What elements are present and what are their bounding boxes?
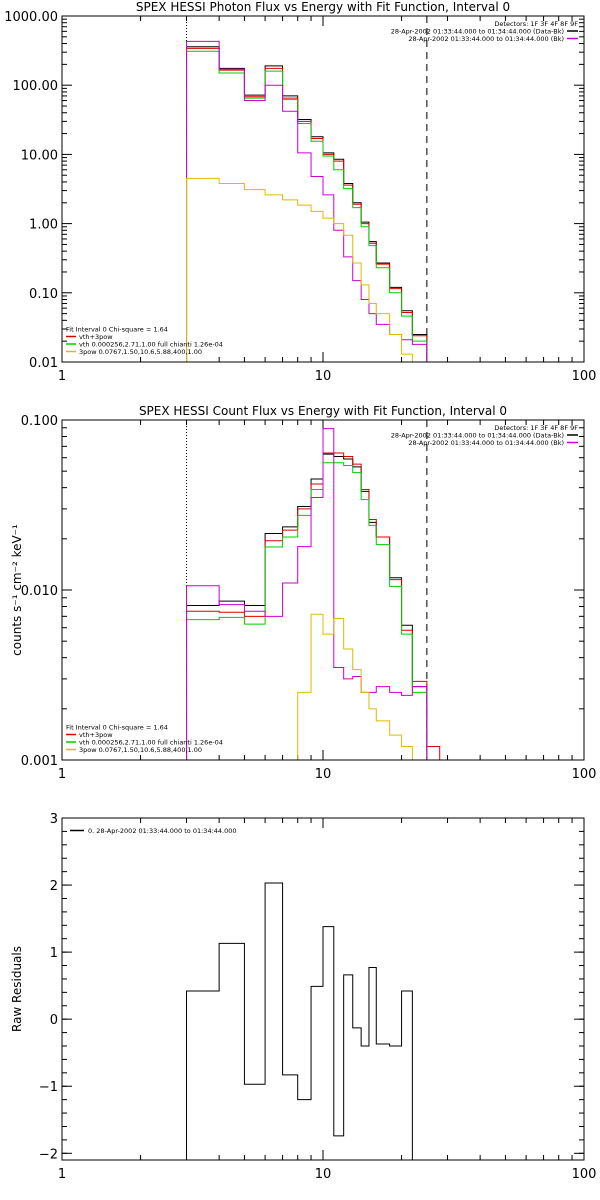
series-line-0 <box>186 453 428 760</box>
chart-panel-2: Raw Residuals 1 10 100 −2 −1 0 1 2 3 0. 28-Apr-200… <box>10 812 596 1182</box>
legend-entry: Detectors: 1F 3F 4F 8F 9F <box>494 20 578 28</box>
x-tick-label: 100 <box>572 369 597 384</box>
series-line-2 <box>186 462 428 760</box>
y-tick-label: 0.10 <box>29 287 58 302</box>
legend-entry: 28-Apr-2002 01:33:44.000 to 01:34:44.000… <box>408 439 564 447</box>
x-tick-label: 10 <box>315 369 332 384</box>
y-tick-label: 0 <box>50 1013 58 1028</box>
series-line-4 <box>186 177 413 362</box>
legend-entry: vth 0.000256,2.71,1.00 full chianti 1.26… <box>79 341 223 349</box>
legend-entry: Detectors: 1F 3F 4F 8F 9F <box>494 424 578 432</box>
y-tick-label: 1 <box>50 946 58 961</box>
legend-header: Fit Interval 0 Chi-square = 1.64 <box>66 724 168 732</box>
x-tick-label: 100 <box>572 1167 597 1182</box>
y-tick-label: 1.00 <box>29 218 58 233</box>
y-tick-label: 0.01 <box>29 356 58 371</box>
y-tick-label: 3 <box>50 812 58 827</box>
x-tick-label: 100 <box>572 767 597 782</box>
y-tick-label: 1000.00 <box>4 10 58 25</box>
y-tick-label: 0.001 <box>21 754 58 769</box>
y-tick-label: 10.00 <box>21 148 58 163</box>
legend-entry: 3pow 0.0767,1.50,10.6,5.88,400,1.00 <box>79 348 202 356</box>
plot-frame <box>61 817 585 1161</box>
plot-frame <box>61 419 585 761</box>
chart-title: SPEX HESSI Photon Flux vs Energy with Fi… <box>136 0 510 14</box>
series-line-0 <box>186 46 428 362</box>
legend-entry: vth+3pow <box>79 333 113 341</box>
x-tick-label: 10 <box>315 1167 332 1182</box>
legend-entry: vth+3pow <box>79 731 113 739</box>
x-tick-label: 1 <box>58 369 66 384</box>
series-line-3 <box>186 428 428 760</box>
legend-entry: 0. 28-Apr-2002 01:33:44.000 to 01:34:44.… <box>88 827 237 835</box>
legend-entry: 28-Apr-2002 01:33:44.000 to 01:34:44.000… <box>391 432 564 440</box>
y-tick-label: −2 <box>39 1147 58 1162</box>
chart-title: SPEX HESSI Count Flux vs Energy with Fit… <box>139 404 507 418</box>
series-line-1 <box>186 47 428 362</box>
legend-entry: 3pow 0.0767,1.50,10.6,5.88,400,1.00 <box>79 746 202 754</box>
y-tick-label: 0.010 <box>21 584 58 599</box>
plot-frame <box>61 15 585 363</box>
legend-entry: 28-Apr-2002 01:33:44.000 to 01:34:44.000… <box>391 28 564 36</box>
series-line-0 <box>186 882 413 1160</box>
y-tick-label: 100.00 <box>13 79 59 94</box>
x-tick-label: 10 <box>315 767 332 782</box>
legend-header: Fit Interval 0 Chi-square = 1.64 <box>66 326 168 334</box>
chart-panel-0: SPEX HESSI Photon Flux vs Energy with Fi… <box>4 0 596 384</box>
x-tick-label: 1 <box>58 1167 66 1182</box>
y-axis-label: Raw Residuals <box>10 946 24 1032</box>
series-line-4 <box>297 613 428 760</box>
legend-entry: 28-Apr-2002 01:33:44.000 to 01:34:44.000… <box>408 35 564 43</box>
y-axis-label: counts s⁻¹ cm⁻² keV⁻¹ <box>10 524 24 656</box>
chart-panel-1: SPEX HESSI Count Flux vs Energy with Fit… <box>10 404 596 782</box>
legend-entry: vth 0.000256,2.71,1.00 full chianti 1.26… <box>79 739 223 747</box>
series-line-2 <box>186 50 428 362</box>
x-tick-label: 1 <box>58 767 66 782</box>
y-tick-label: 0.100 <box>21 414 58 429</box>
y-tick-label: −1 <box>39 1080 58 1095</box>
series-line-3 <box>186 40 428 362</box>
y-tick-label: 2 <box>50 879 58 894</box>
